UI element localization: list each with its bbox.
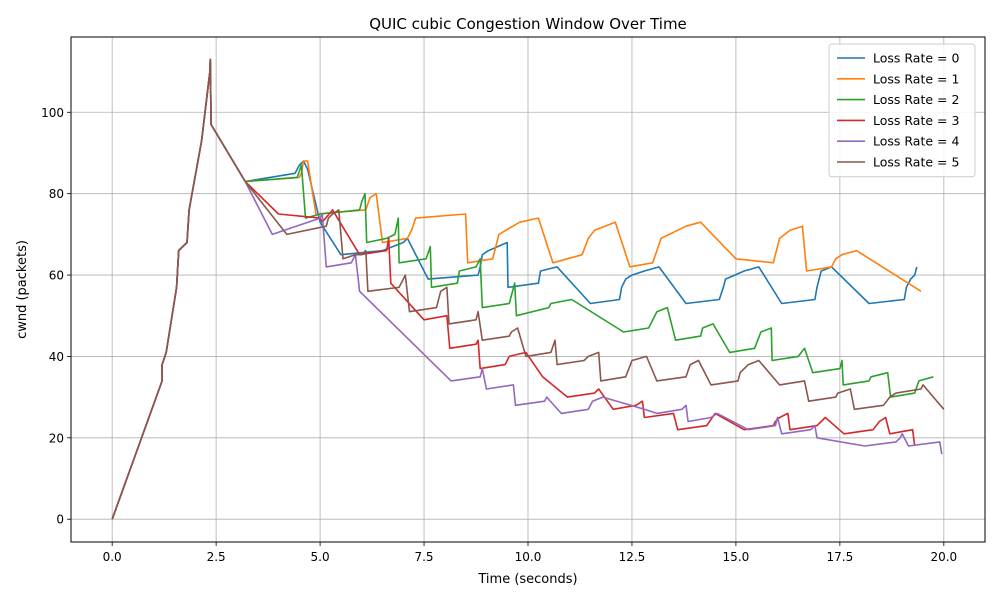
legend-entry: Loss Rate = 3: [873, 113, 959, 128]
legend-entry: Loss Rate = 5: [873, 155, 959, 170]
x-axis-label: Time (seconds): [477, 572, 577, 587]
y-axis-label: cwnd (packets): [15, 240, 30, 339]
y-tick-label: 100: [41, 106, 64, 120]
y-tick-label: 40: [49, 350, 64, 364]
x-tick-label: 10.0: [515, 550, 542, 564]
x-tick-label: 0.0: [103, 550, 122, 564]
x-tick-label: 17.5: [827, 550, 854, 564]
y-tick-label: 60: [49, 269, 64, 283]
legend-entry: Loss Rate = 1: [873, 71, 959, 86]
legend: Loss Rate = 0 Loss Rate = 1 Loss Rate = 2 L…: [828, 43, 976, 178]
y-tick-label: 80: [49, 187, 64, 201]
x-tick-label: 2.5: [207, 550, 226, 564]
legend-entry: Loss Rate = 4: [873, 134, 959, 149]
x-axis-ticks: 0.0 2.5 5.0 7.5 10.0 12.5 15.0 17.5 20.0: [103, 542, 957, 564]
series-lines: [111, 58, 945, 520]
x-tick-label: 5.0: [311, 550, 330, 564]
x-tick-label: 7.5: [414, 550, 433, 564]
legend-entry: Loss Rate = 0: [873, 51, 959, 66]
series-line-loss-rate-5: [111, 58, 945, 520]
chart-title: QUIC cubic Congestion Window Over Time: [369, 15, 687, 33]
y-tick-label: 0: [56, 513, 64, 527]
x-tick-label: 15.0: [723, 550, 750, 564]
legend-entry: Loss Rate = 2: [873, 92, 959, 107]
x-tick-label: 12.5: [619, 550, 646, 564]
y-tick-label: 20: [49, 431, 64, 445]
x-tick-label: 20.0: [930, 550, 957, 564]
y-axis-ticks: 0 20 40 60 80 100: [41, 106, 71, 527]
legend-box: [828, 43, 976, 178]
